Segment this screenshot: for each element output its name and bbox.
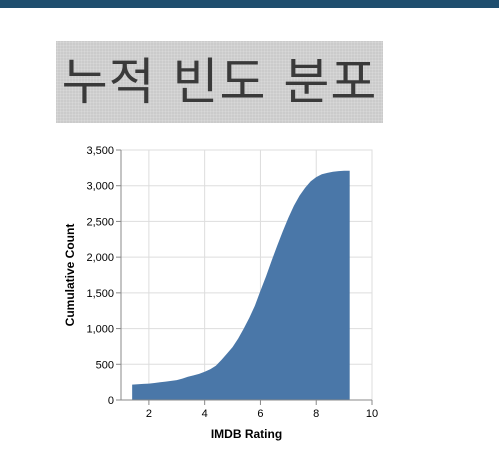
page-title: 누적 빈도 분포 bbox=[56, 41, 383, 123]
y-tick-label: 2,500 bbox=[86, 216, 114, 228]
title-box: 누적 빈도 분포 bbox=[56, 41, 383, 123]
y-tick-label: 1,500 bbox=[86, 288, 114, 300]
y-tick-label: 3,500 bbox=[86, 145, 114, 157]
x-axis-label: IMDB Rating bbox=[211, 427, 282, 441]
cumulative-chart: 2 4 6 8 10 0 500 1,000 1,500 2,000 2,500 3,000 3,500… bbox=[0, 130, 499, 450]
chart-container: 2 4 6 8 10 0 500 1,000 1,500 2,000 2,500 3,000 3,500… bbox=[0, 130, 499, 450]
x-tick-label: 2 bbox=[146, 408, 152, 420]
y-tick-label: 0 bbox=[108, 395, 114, 407]
y-tick-label: 1,000 bbox=[86, 324, 114, 336]
top-bar bbox=[0, 0, 499, 8]
y-tick-label: 2,000 bbox=[86, 252, 114, 264]
x-tick-label: 10 bbox=[366, 408, 378, 420]
x-tick-label: 6 bbox=[257, 408, 263, 420]
x-tick-label: 4 bbox=[202, 408, 208, 420]
x-tick-label: 8 bbox=[313, 408, 319, 420]
cumulative-area bbox=[132, 171, 350, 400]
y-tick-label: 3,000 bbox=[86, 181, 114, 193]
y-tick-label: 500 bbox=[96, 359, 114, 371]
y-axis-label: Cumulative Count bbox=[63, 224, 77, 327]
